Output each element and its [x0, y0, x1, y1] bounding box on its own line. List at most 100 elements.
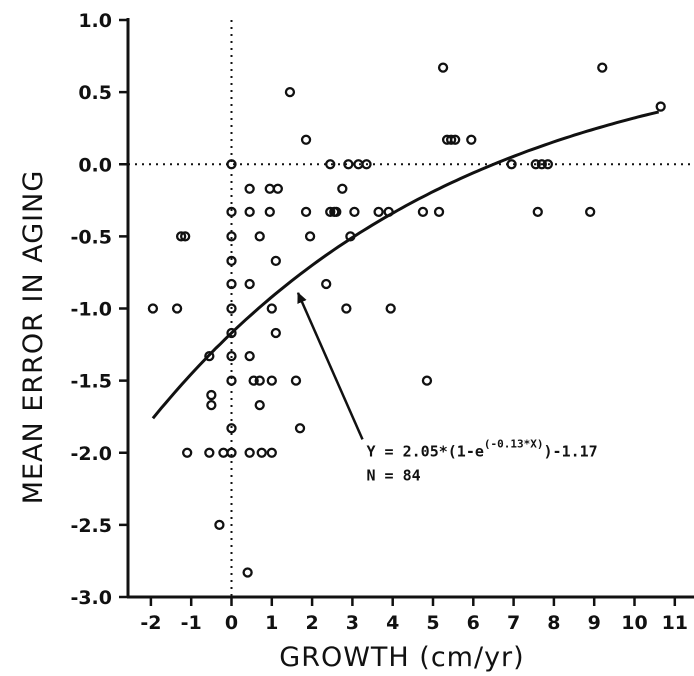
data-point: [147, 303, 159, 314]
data-point: [373, 206, 384, 218]
equation-exponent: (-0.13*X): [484, 437, 544, 450]
data-point: [270, 255, 281, 267]
y-axis-title: MEAN ERROR IN AGING: [18, 170, 49, 505]
data-point: [655, 101, 666, 112]
equation-suffix: )-1.17: [544, 442, 598, 460]
x-tick-label: 7: [507, 612, 520, 634]
data-point: [180, 231, 191, 242]
data-point: [361, 159, 372, 170]
data-point: [270, 327, 281, 339]
y-tick-label: -2.5: [70, 515, 112, 537]
data-point: [206, 389, 217, 401]
data-point: [417, 206, 429, 218]
data-point: [254, 375, 265, 386]
x-tick-label: 9: [588, 612, 601, 634]
data-point: [383, 206, 394, 218]
data-point: [597, 62, 608, 73]
data-point: [244, 350, 255, 362]
data-point: [248, 375, 259, 386]
axes: 1.0 0.5 0.0 -0.5 -1.0 -1.5 -2.0 -2.5 -3.0 -2 -1 0 1 2…: [70, 10, 694, 634]
data-point: [226, 350, 237, 362]
data-point: [433, 206, 445, 218]
data-point: [337, 183, 348, 194]
data-point: [242, 567, 253, 578]
data-point: [244, 447, 255, 458]
data-point: [206, 399, 217, 411]
equation-prefix: Y = 2.05*(1-e: [367, 442, 484, 460]
data-point: [226, 206, 237, 218]
y-tick-label: -1.5: [70, 371, 112, 393]
x-tick-label: -1: [181, 612, 202, 634]
data-point: [325, 206, 336, 218]
n-label: N = 84: [367, 466, 421, 484]
data-point: [264, 183, 275, 194]
data-point: [226, 375, 237, 386]
data-point: [349, 206, 360, 218]
data-point: [341, 303, 352, 314]
data-point: [226, 255, 237, 267]
x-tick-label: 4: [386, 612, 399, 634]
data-point: [214, 519, 225, 531]
data-point: [226, 327, 237, 339]
data-point: [244, 278, 255, 290]
data-point: [254, 399, 265, 411]
data-point: [204, 350, 215, 362]
x-tick-label: 11: [662, 612, 688, 634]
data-point: [226, 159, 237, 170]
data-point: [304, 231, 316, 242]
data-point: [218, 447, 229, 458]
x-tick-label: 5: [426, 612, 439, 634]
data-point: [542, 159, 554, 170]
data-point: [226, 231, 237, 242]
data-point: [421, 375, 433, 386]
data-point: [345, 231, 356, 242]
annotation: Y = 2.05*(1-e(-0.13*X))-1.17 N = 84: [296, 291, 598, 484]
data-point: [353, 159, 364, 170]
data-point: [536, 159, 547, 170]
data-point: [530, 159, 541, 170]
x-tick-label: 2: [305, 612, 318, 634]
data-point: [585, 206, 596, 218]
data-point: [506, 159, 517, 170]
y-tick-label: -2.0: [70, 443, 112, 465]
x-tick-label: 6: [467, 612, 480, 634]
fit-curve: [151, 110, 660, 420]
x-tick-label: 3: [346, 612, 359, 634]
data-point: [290, 375, 302, 386]
data-point: [325, 159, 336, 170]
data-point: [226, 423, 237, 434]
data-point: [300, 134, 312, 145]
x-axis-title: GROWTH (cm/yr): [279, 642, 524, 673]
data-point: [266, 375, 277, 386]
data-point: [182, 447, 193, 458]
data-point: [244, 206, 255, 218]
y-tick-label: 0.0: [78, 154, 112, 176]
data-points: [147, 62, 666, 578]
data-point: [450, 134, 461, 145]
fit-curve-group: [151, 110, 660, 420]
x-tick-label: 1: [265, 612, 278, 634]
annotation-arrow: [296, 291, 364, 440]
data-point: [437, 62, 449, 73]
x-tick-label: 0: [225, 612, 238, 634]
data-point: [264, 206, 275, 218]
y-tick-label: -1.0: [70, 299, 112, 321]
equation-label: Y = 2.05*(1-e(-0.13*X))-1.17: [367, 437, 598, 460]
x-tick-label: -2: [140, 612, 161, 634]
data-point: [466, 134, 477, 145]
data-point: [266, 447, 277, 458]
y-tick-label: -3.0: [70, 587, 112, 609]
data-point: [204, 447, 215, 458]
data-point: [343, 159, 354, 170]
data-point: [175, 231, 187, 242]
data-point: [385, 303, 396, 314]
data-point: [244, 183, 255, 194]
data-point: [532, 206, 543, 218]
reference-lines: [128, 20, 694, 597]
data-point: [254, 231, 265, 242]
data-point: [294, 423, 306, 434]
y-tick-label: 0.5: [78, 82, 112, 104]
data-point: [284, 86, 296, 98]
data-point: [300, 206, 312, 218]
